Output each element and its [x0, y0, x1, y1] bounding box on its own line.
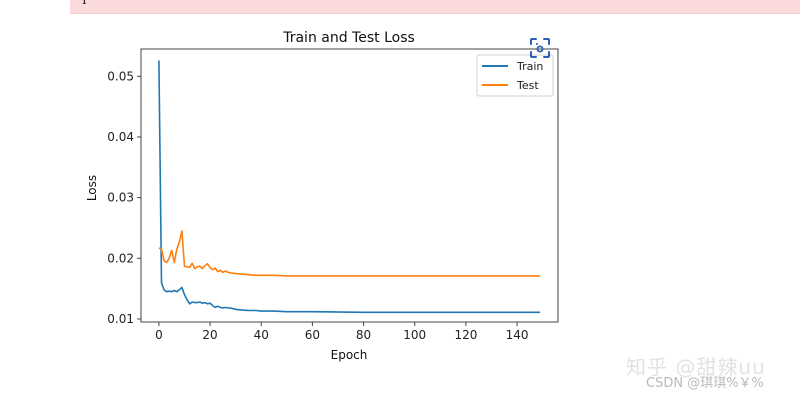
y-tick-label: 0.05: [107, 69, 134, 83]
plot-frame: [140, 48, 559, 323]
y-axis-label: Loss: [85, 175, 99, 201]
csdn-watermark: CSDN @琪琪%￥%: [646, 376, 764, 391]
x-tick-label: 140: [506, 328, 529, 342]
screenshot-scan-icon[interactable]: [529, 37, 551, 59]
legend-label-train: Train: [516, 60, 543, 73]
series-lines: [158, 60, 541, 314]
y-tick-label: 0.04: [107, 130, 134, 144]
series-line-test: [158, 230, 541, 277]
x-tick-label: 100: [403, 328, 426, 342]
notebook-output-banner: I: [70, 0, 800, 14]
legend: Train Test: [476, 54, 554, 97]
x-tick-label: 40: [254, 328, 269, 342]
banner-text: I: [82, 0, 87, 7]
y-tick-label: 0.01: [107, 312, 134, 326]
x-tick-label: 20: [202, 328, 217, 342]
chart-title: Train and Test Loss: [282, 30, 415, 46]
y-axis-ticks: 0.01 0.02 0.03 0.04 0.05: [107, 69, 141, 326]
x-tick-label: 80: [356, 328, 371, 342]
x-tick-label: 0: [155, 328, 163, 342]
series-line-train: [158, 60, 541, 314]
legend-label-test: Test: [516, 79, 539, 92]
x-axis-ticks: 0 20 40 60 80 100 120 140: [155, 322, 529, 342]
y-tick-label: 0.02: [107, 251, 134, 265]
x-axis-label: Epoch: [331, 348, 368, 362]
zhihu-watermark: 知乎 @甜辣uu: [626, 355, 766, 379]
x-tick-label: 60: [305, 328, 320, 342]
x-tick-label: 120: [454, 328, 477, 342]
y-tick-label: 0.03: [107, 191, 134, 205]
